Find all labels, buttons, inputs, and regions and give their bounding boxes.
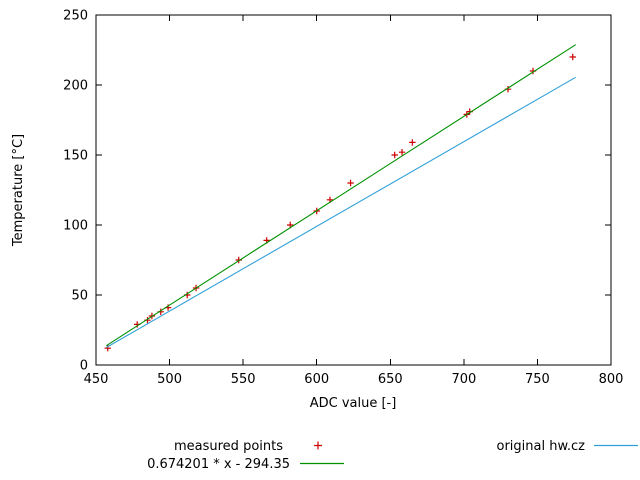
plot-area: 450 500 550 600 650 700 750 800 0 50 100 150 200 250 [63,9,623,388]
y-tick-label: 50 [71,289,88,304]
y-tick-label: 0 [80,359,88,374]
x-tick-label: 550 [231,372,256,387]
series-line-0-674201-x-294-35 [106,44,576,347]
legend-measured-marker [314,441,322,450]
x-tick-label: 600 [304,372,329,387]
x-tick-label: 800 [599,372,624,387]
y-tick-label: 250 [63,9,88,24]
x-tick-label: 450 [84,372,109,387]
y-tick-label: 150 [63,149,88,164]
series-line-original-hw-cz [106,76,576,348]
x-tick-label: 500 [157,372,182,387]
legend-fit-label: 0.674201 * x - 294.35 [147,457,290,472]
y-axis-label: Temperature [°C] [11,134,26,247]
legend-measured-label: measured points [174,439,283,454]
x-tick-label: 750 [525,372,550,387]
plot-border [95,14,612,366]
x-tick-label: 700 [451,372,476,387]
x-tick-label: 650 [378,372,403,387]
x-axis-label: ADC value [-] [310,396,397,411]
y-tick-label: 100 [63,219,88,234]
series-points-measured-points [104,53,576,352]
y-tick-label: 200 [63,79,88,94]
legend-original-label: original hw.cz [496,439,585,454]
